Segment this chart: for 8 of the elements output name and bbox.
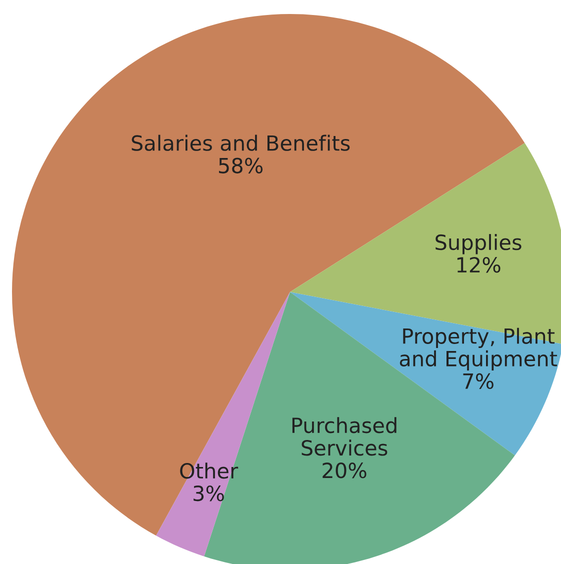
data-label: 12% — [457, 256, 500, 273]
slice-label: Salaries and Benefits — [132, 134, 350, 151]
slice-label: Purchased Services — [292, 417, 396, 456]
slice-label: Supplies — [436, 234, 522, 254]
data-label: 58% — [219, 158, 263, 174]
data-label: 7% — [463, 373, 494, 390]
data-label: 20% — [322, 462, 366, 478]
data-label: 3% — [194, 485, 224, 502]
